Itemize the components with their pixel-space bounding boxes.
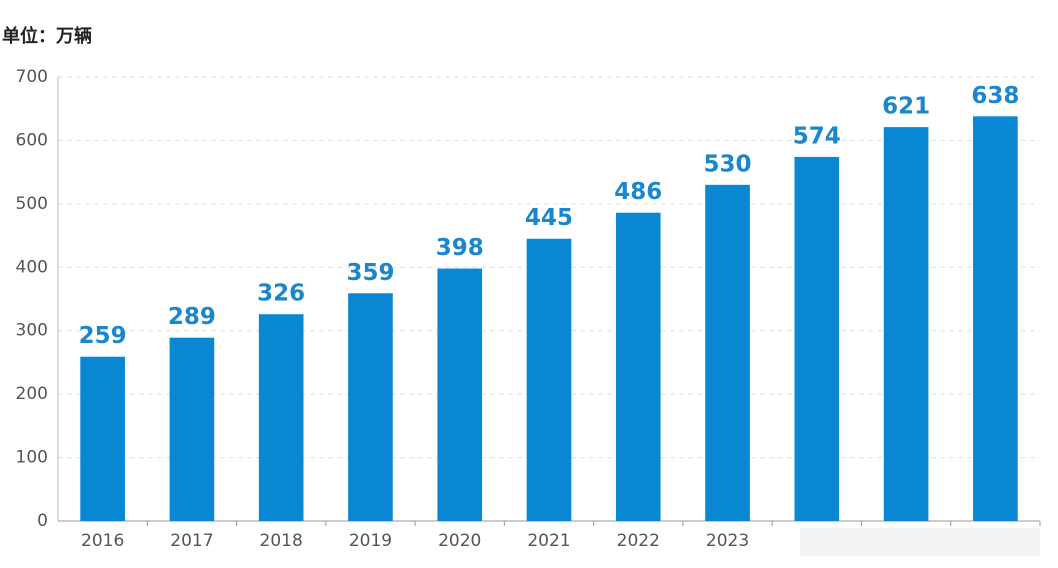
y-tick-label: 200: [16, 384, 48, 404]
value-label: 259: [79, 323, 127, 349]
bar: [348, 293, 393, 521]
x-tick-label: 2023: [706, 531, 749, 551]
y-tick-label: 100: [16, 448, 48, 468]
y-tick-label: 700: [16, 67, 48, 87]
y-tick-label: 300: [16, 321, 48, 341]
bar: [615, 212, 661, 522]
value-label: 359: [346, 260, 394, 286]
x-tick-label: 2018: [260, 531, 303, 551]
value-label: 530: [704, 151, 752, 177]
bar: [526, 238, 572, 521]
bar: [80, 356, 125, 521]
x-tick-label: 2021: [527, 531, 570, 551]
bar: [705, 184, 750, 522]
value-label: 445: [525, 205, 573, 231]
y-tick-label: 500: [16, 194, 48, 214]
bar: [883, 127, 929, 521]
bar: [258, 314, 304, 521]
y-tick-label: 400: [16, 257, 48, 277]
value-label: 486: [614, 179, 662, 205]
watermark: [800, 528, 1040, 556]
value-label: 398: [436, 235, 484, 261]
chart-title: 单位：万辆: [2, 25, 92, 47]
value-label: 289: [168, 304, 216, 330]
bar: [437, 268, 483, 521]
value-label: 574: [793, 123, 841, 149]
bar: [973, 116, 1018, 521]
x-tick-label: 2022: [617, 531, 660, 551]
x-tick-label: 2020: [438, 531, 481, 551]
bar: [169, 337, 215, 521]
x-tick-label: 2017: [170, 531, 213, 551]
value-label: 621: [882, 94, 930, 120]
x-tick-label: 2019: [349, 531, 392, 551]
bar: [794, 156, 840, 522]
value-label: 326: [257, 281, 305, 307]
y-tick-label: 600: [16, 130, 48, 150]
y-tick-label: 0: [37, 511, 48, 531]
value-label: 638: [971, 83, 1019, 109]
x-tick-label: 2016: [81, 531, 124, 551]
